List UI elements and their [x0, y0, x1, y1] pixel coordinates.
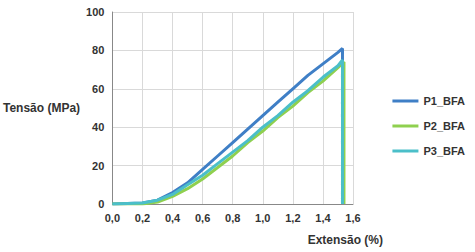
svg-text:0,8: 0,8: [225, 212, 240, 224]
svg-text:Tensão (MPa): Tensão (MPa): [3, 101, 80, 115]
svg-text:0: 0: [98, 198, 104, 210]
svg-text:P2_BFA: P2_BFA: [423, 120, 465, 132]
svg-text:60: 60: [92, 83, 104, 95]
svg-text:1,4: 1,4: [315, 212, 331, 224]
svg-text:1,0: 1,0: [255, 212, 270, 224]
svg-text:0,0: 0,0: [105, 212, 120, 224]
svg-text:100: 100: [86, 6, 104, 18]
svg-text:1,2: 1,2: [285, 212, 300, 224]
svg-text:1,6: 1,6: [345, 212, 360, 224]
svg-text:20: 20: [92, 160, 104, 172]
svg-text:0,6: 0,6: [195, 212, 210, 224]
svg-text:0,4: 0,4: [165, 212, 181, 224]
svg-text:80: 80: [92, 44, 104, 56]
svg-text:0,2: 0,2: [135, 212, 150, 224]
svg-text:40: 40: [92, 121, 104, 133]
svg-text:P1_BFA: P1_BFA: [423, 95, 465, 107]
svg-text:P3_BFA: P3_BFA: [423, 145, 465, 157]
svg-text:Extensão (%): Extensão (%): [308, 233, 383, 247]
